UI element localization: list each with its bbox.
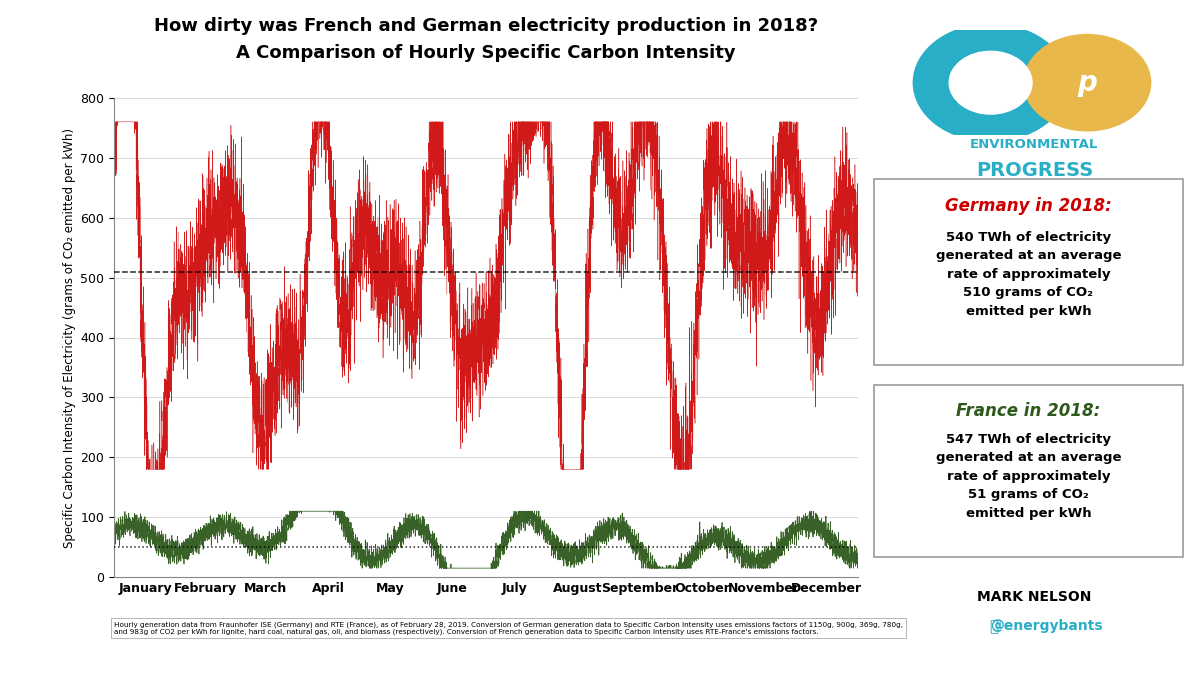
Text: @energybants: @energybants [990, 620, 1103, 633]
Text: ENVIRONMENTAL: ENVIRONMENTAL [971, 138, 1098, 151]
Text: MARK NELSON: MARK NELSON [977, 591, 1092, 604]
Text: 547 TWh of electricity
generated at an average
rate of approximately
51 grams of: 547 TWh of electricity generated at an a… [936, 433, 1121, 520]
FancyBboxPatch shape [874, 179, 1183, 364]
Circle shape [913, 24, 1068, 141]
Text: 🐦: 🐦 [989, 619, 998, 634]
Text: 540 TWh of electricity
generated at an average
rate of approximately
510 grams o: 540 TWh of electricity generated at an a… [936, 231, 1121, 318]
FancyBboxPatch shape [874, 385, 1183, 557]
Text: Hourly generation data from Fraunhofer ISE (Germany) and RTE (France), as of Feb: Hourly generation data from Fraunhofer I… [114, 621, 904, 635]
Text: e: e [982, 69, 1000, 97]
Text: How dirty was French and German electricity production in 2018?: How dirty was French and German electric… [154, 17, 818, 35]
Text: A Comparison of Hourly Specific Carbon Intensity: A Comparison of Hourly Specific Carbon I… [236, 44, 736, 62]
Text: p: p [1078, 69, 1097, 97]
Text: France in 2018:: France in 2018: [956, 402, 1100, 420]
Y-axis label: Specific Carbon Intensity of Electricity (grams of CO₂ emitted per kWh): Specific Carbon Intensity of Electricity… [64, 128, 76, 547]
Text: Germany in 2018:: Germany in 2018: [946, 197, 1111, 215]
Text: PROGRESS: PROGRESS [976, 161, 1093, 180]
Circle shape [1024, 34, 1151, 131]
Circle shape [949, 51, 1032, 114]
